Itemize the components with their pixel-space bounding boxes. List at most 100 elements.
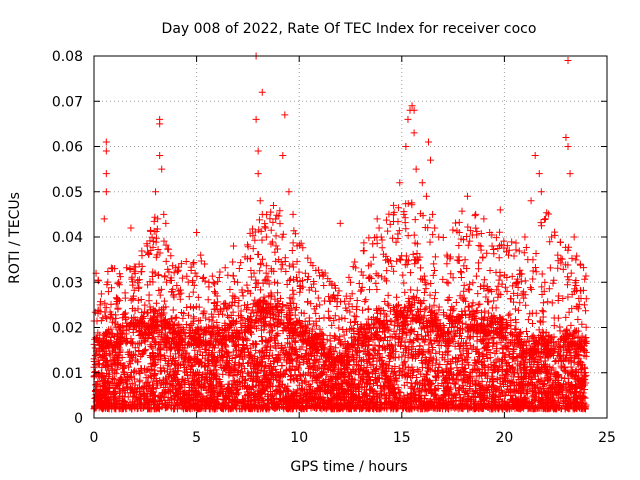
data-point bbox=[343, 387, 351, 395]
data-point bbox=[287, 371, 295, 379]
data-point bbox=[416, 342, 424, 350]
data-point bbox=[150, 384, 158, 392]
data-points bbox=[90, 52, 590, 413]
data-point bbox=[185, 362, 193, 370]
data-point bbox=[342, 388, 350, 396]
data-point bbox=[102, 363, 110, 371]
data-point bbox=[275, 397, 283, 405]
data-point bbox=[528, 376, 536, 384]
data-point bbox=[395, 339, 403, 347]
data-point bbox=[136, 370, 144, 378]
data-point bbox=[292, 357, 300, 365]
data-point bbox=[421, 392, 429, 400]
data-point bbox=[565, 369, 573, 377]
data-point bbox=[582, 379, 590, 387]
data-point bbox=[460, 402, 468, 410]
data-point bbox=[278, 362, 286, 370]
data-point bbox=[564, 345, 572, 353]
data-point bbox=[407, 383, 415, 391]
data-point bbox=[462, 344, 470, 352]
data-point bbox=[426, 349, 434, 357]
chart-title: Day 008 of 2022, Rate Of TEC Index for r… bbox=[162, 21, 537, 37]
data-point bbox=[292, 389, 300, 397]
data-point bbox=[219, 370, 227, 378]
data-point bbox=[268, 370, 276, 378]
data-point bbox=[91, 351, 99, 359]
data-point bbox=[456, 345, 464, 353]
data-point bbox=[128, 379, 136, 387]
data-point bbox=[391, 368, 399, 376]
data-point bbox=[445, 336, 453, 344]
data-point bbox=[320, 362, 328, 370]
data-point bbox=[112, 396, 120, 404]
data-point bbox=[363, 363, 371, 371]
data-point bbox=[281, 371, 289, 379]
data-point bbox=[515, 362, 523, 370]
data-point bbox=[435, 363, 443, 371]
data-point bbox=[161, 329, 169, 337]
data-point bbox=[372, 376, 380, 384]
data-point bbox=[442, 365, 450, 373]
data-point bbox=[139, 389, 147, 397]
data-point bbox=[299, 358, 307, 366]
data-point bbox=[399, 327, 407, 335]
data-point bbox=[481, 343, 489, 351]
data-point bbox=[299, 370, 307, 378]
data-point bbox=[539, 383, 547, 391]
data-point bbox=[456, 394, 464, 402]
data-point bbox=[276, 396, 284, 404]
data-point bbox=[327, 343, 335, 351]
data-point bbox=[456, 332, 464, 340]
data-point bbox=[393, 377, 401, 385]
data-point bbox=[456, 351, 464, 359]
data-point bbox=[462, 311, 470, 319]
data-point bbox=[471, 393, 479, 401]
data-point bbox=[461, 355, 469, 363]
data-point bbox=[454, 376, 462, 384]
data-point bbox=[418, 332, 426, 340]
data-point bbox=[298, 384, 306, 392]
data-point bbox=[393, 293, 401, 301]
data-point bbox=[392, 374, 400, 382]
data-point bbox=[110, 368, 118, 376]
data-point bbox=[466, 341, 474, 349]
data-point bbox=[313, 356, 321, 364]
data-point bbox=[410, 385, 418, 393]
data-point bbox=[278, 372, 286, 380]
data-point bbox=[375, 349, 383, 357]
data-point bbox=[466, 334, 474, 342]
data-point bbox=[386, 307, 394, 315]
data-point bbox=[413, 365, 421, 373]
data-point bbox=[582, 348, 590, 356]
data-point bbox=[395, 388, 403, 396]
data-point bbox=[126, 360, 134, 368]
data-point bbox=[399, 348, 407, 356]
data-point bbox=[241, 365, 249, 373]
data-point bbox=[390, 327, 398, 335]
data-point bbox=[217, 347, 225, 355]
data-point bbox=[406, 329, 414, 337]
data-point bbox=[558, 374, 566, 382]
data-point bbox=[175, 353, 183, 361]
data-point bbox=[131, 381, 139, 389]
data-point bbox=[95, 356, 103, 364]
data-point bbox=[509, 363, 517, 371]
data-point bbox=[204, 360, 212, 368]
data-point bbox=[136, 376, 144, 384]
data-point bbox=[404, 353, 412, 361]
data-point bbox=[402, 344, 410, 352]
data-point bbox=[258, 394, 266, 402]
data-point bbox=[358, 378, 366, 386]
data-point bbox=[400, 381, 408, 389]
data-point bbox=[370, 379, 378, 387]
data-point bbox=[165, 360, 173, 368]
data-point bbox=[160, 352, 168, 360]
data-point bbox=[491, 399, 499, 407]
data-point bbox=[445, 391, 453, 399]
data-point bbox=[270, 399, 278, 407]
data-point bbox=[475, 349, 483, 357]
data-point bbox=[146, 381, 154, 389]
data-point bbox=[210, 385, 218, 393]
data-point bbox=[567, 363, 575, 371]
data-point bbox=[392, 348, 400, 356]
